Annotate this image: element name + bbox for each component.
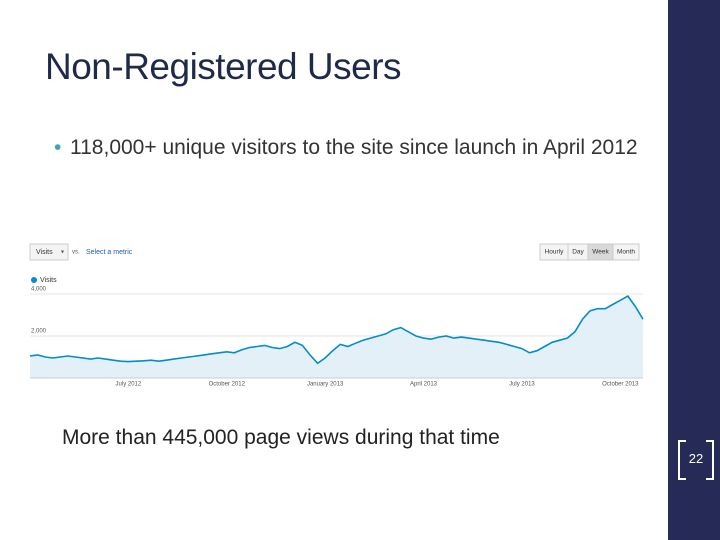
x-tick-label: July 2013 xyxy=(509,382,535,388)
x-tick-label: April 2013 xyxy=(410,382,438,388)
x-tick-label: July 2012 xyxy=(116,382,142,388)
y-tick-label: 4,000 xyxy=(31,287,47,293)
metric-button[interactable]: Visits xyxy=(36,249,53,256)
svg-text:▾: ▾ xyxy=(61,250,64,256)
x-tick-label: October 2013 xyxy=(602,382,639,388)
slide-title: Non-Registered Users xyxy=(45,46,402,87)
granularity-label[interactable]: Week xyxy=(592,249,609,256)
line xyxy=(29,295,644,365)
granularity-label[interactable]: Hourly xyxy=(545,249,565,256)
compare-label: vs. xyxy=(72,250,80,256)
caption: More than 445,000 page views during that… xyxy=(62,426,500,449)
area-fill xyxy=(30,296,643,378)
y-tick-label: 2,000 xyxy=(31,329,47,335)
bullet-text: 118,000+ unique visitors to the site sin… xyxy=(70,136,638,159)
granularity-label[interactable]: Day xyxy=(572,249,584,256)
x-tick-label: October 2012 xyxy=(209,382,246,388)
bullet: • 118,000+ unique visitors to the site si… xyxy=(54,133,654,162)
page-number-text: 22 xyxy=(688,451,704,466)
analytics-screenshot: Visits ▾ vs. Select a metric Visits Hour… xyxy=(28,240,646,400)
granularity-button[interactable] xyxy=(612,243,640,261)
chart: Visits ▾ vs. Select a metric Visits Hour… xyxy=(28,240,646,395)
select-metric[interactable]: Select a metric xyxy=(86,249,133,256)
page-number: 22 xyxy=(678,440,714,480)
granularity-label[interactable]: Month xyxy=(617,249,635,256)
legend-entry: Visits xyxy=(40,277,57,284)
side-band xyxy=(668,0,720,540)
x-tick-label: January 2013 xyxy=(307,382,344,388)
